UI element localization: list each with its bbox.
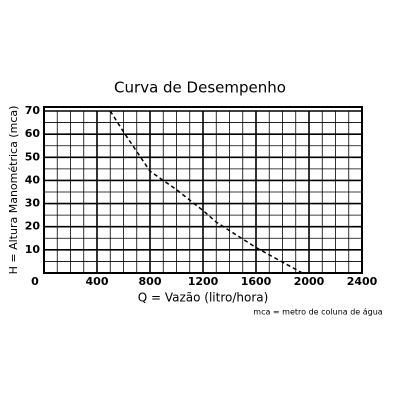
y-tick-label: 10 bbox=[25, 243, 41, 256]
x-tick-label: 1600 bbox=[241, 275, 272, 288]
y-tick-label: 30 bbox=[25, 197, 41, 210]
y-tick-label: 70 bbox=[25, 104, 41, 117]
chart-title: Curva de Desempenho bbox=[114, 79, 286, 97]
x-tick-label: 400 bbox=[86, 275, 109, 288]
y-tick-label: 40 bbox=[25, 173, 41, 186]
y-tick-label: 50 bbox=[25, 150, 41, 163]
y-tick-label: 20 bbox=[25, 220, 41, 233]
x-tick-label: 1200 bbox=[188, 275, 219, 288]
y-tick-label: 60 bbox=[25, 127, 41, 140]
y-axis-label: H = Altura Manométrica (mca) bbox=[7, 106, 20, 275]
plot-frame bbox=[43, 106, 363, 274]
x-tick-label: 2000 bbox=[294, 275, 325, 288]
x-tick-label: 0 bbox=[31, 275, 39, 288]
x-tick-label: 2400 bbox=[347, 275, 378, 288]
x-tick-label: 800 bbox=[139, 275, 162, 288]
x-axis-label: Q = Vazão (litro/hora) bbox=[138, 291, 269, 305]
note: mca = metro de coluna de água bbox=[253, 308, 383, 317]
line-series bbox=[109, 110, 303, 274]
